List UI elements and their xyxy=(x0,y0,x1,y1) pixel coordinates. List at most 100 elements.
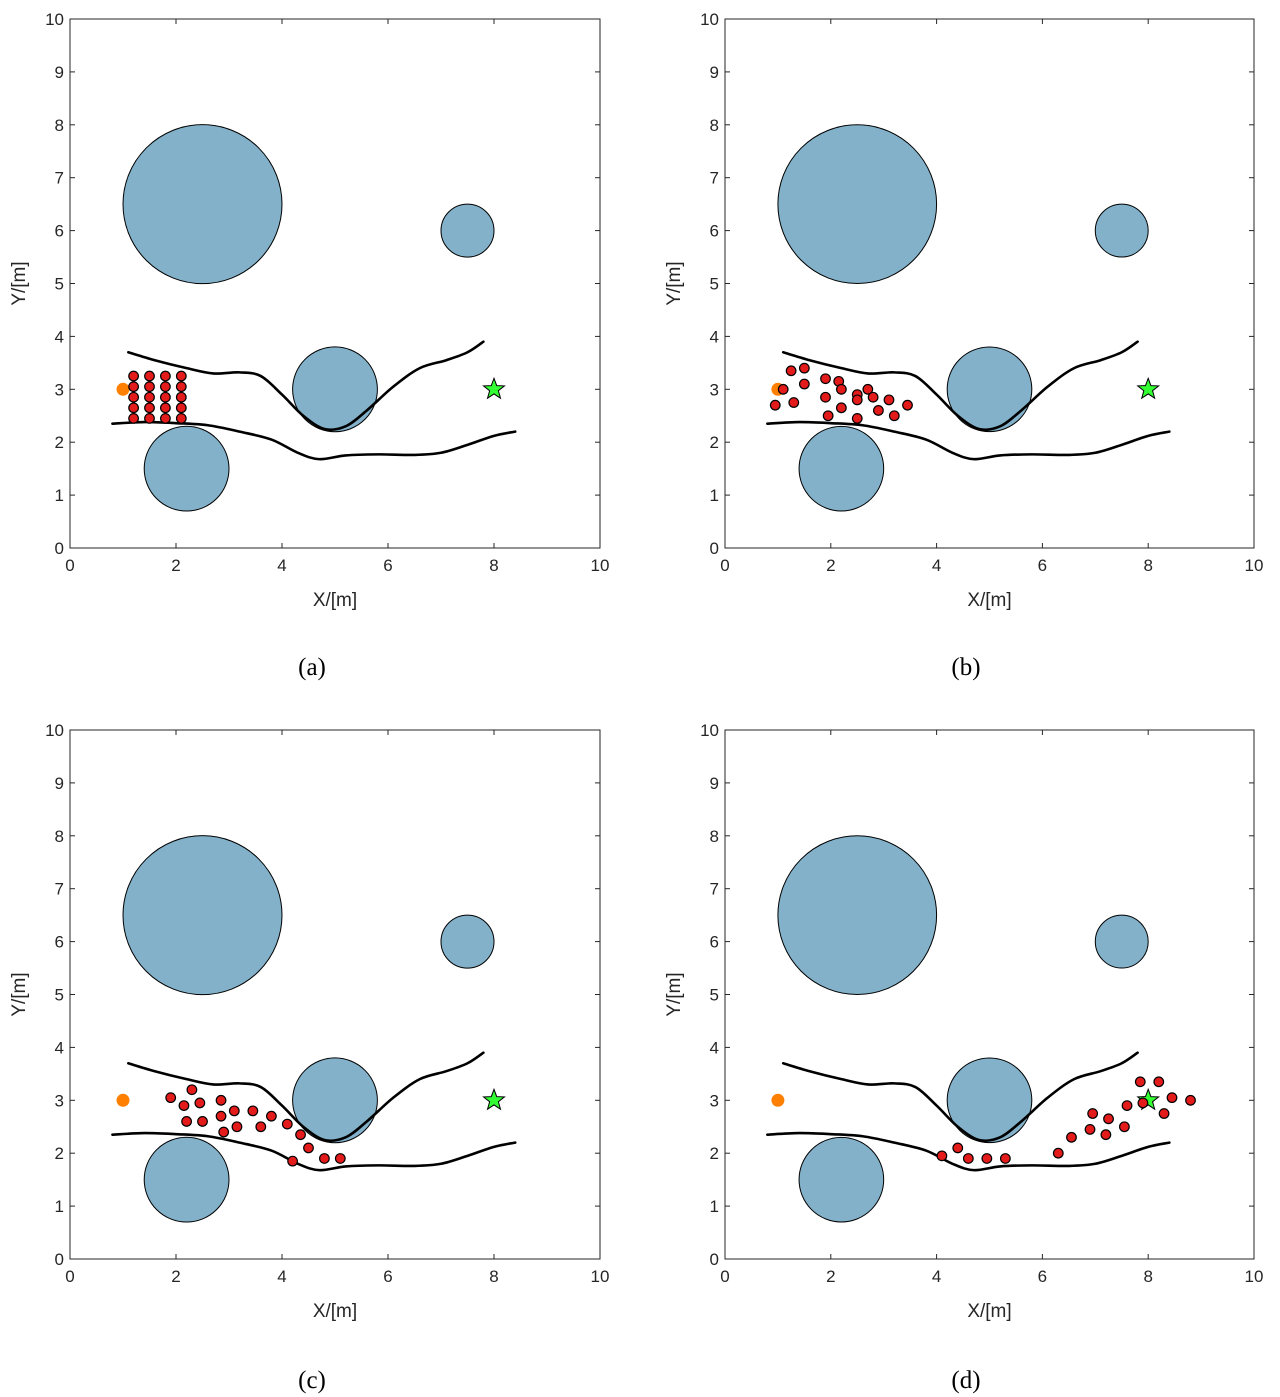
upper-boundary-line xyxy=(781,340,1139,432)
y-tick-label: 2 xyxy=(710,1144,719,1163)
robot-marker xyxy=(159,402,171,414)
robot-marker xyxy=(851,394,863,406)
obstacle-circle xyxy=(798,1136,885,1223)
x-tick-label: 6 xyxy=(383,1267,392,1286)
plot-content xyxy=(766,124,1171,512)
x-tick-label: 10 xyxy=(591,556,610,575)
panel-label-open: ( xyxy=(298,1367,306,1394)
y-tick-label: 5 xyxy=(710,275,719,294)
obstacle-circle xyxy=(143,1136,230,1223)
obstacle-circle xyxy=(777,124,938,284)
y-tick-label: 7 xyxy=(710,169,719,188)
y-tick-label: 10 xyxy=(700,10,719,29)
y-tick-label: 0 xyxy=(55,1250,64,1269)
x-axis-label: X/[m] xyxy=(313,590,357,611)
robot-marker xyxy=(883,394,895,406)
robot-marker xyxy=(777,383,789,395)
panel-label-close: ) xyxy=(318,654,326,681)
robot-marker xyxy=(128,370,140,382)
y-tick-label: 4 xyxy=(710,327,719,346)
y-tick-label: 8 xyxy=(710,116,719,135)
y-tick-label: 7 xyxy=(710,880,719,899)
robot-marker xyxy=(175,412,187,424)
robot-marker xyxy=(1153,1076,1165,1088)
robot-marker xyxy=(820,373,831,385)
panel-label-open: ( xyxy=(951,1367,959,1394)
robot-marker xyxy=(159,391,171,403)
y-tick-label: 4 xyxy=(55,1038,64,1057)
y-tick-label: 2 xyxy=(55,433,64,452)
x-tick-label: 6 xyxy=(1038,1267,1047,1286)
y-tick-label: 6 xyxy=(55,933,64,952)
robot-marker xyxy=(1084,1123,1096,1135)
y-tick-label: 8 xyxy=(55,827,64,846)
x-tick-label: 10 xyxy=(1245,1267,1264,1286)
robot-marker xyxy=(1166,1092,1178,1104)
robot-marker xyxy=(873,405,884,416)
panel-label-close: ) xyxy=(972,654,980,681)
chart-panel: 0 2 4 6 8 10 0 1 2 3 4 5 6 7 8 9 10 X/[m] Y/[m] (d) xyxy=(664,721,1263,1394)
y-tick-label: 6 xyxy=(710,933,719,952)
y-tick-label: 3 xyxy=(710,1091,719,1110)
y-tick-label: 9 xyxy=(710,63,719,82)
robot-marker xyxy=(186,1084,198,1096)
robot-marker xyxy=(1118,1121,1130,1133)
robot-marker xyxy=(798,378,810,390)
robot-marker xyxy=(178,1100,190,1111)
x-tick-label: 2 xyxy=(826,556,835,575)
robot-marker xyxy=(144,370,155,382)
lower-boundary-line xyxy=(111,1131,517,1172)
y-tick-label: 8 xyxy=(710,827,719,846)
x-axis-label: X/[m] xyxy=(967,1301,1011,1322)
x-axis-label: X/[m] xyxy=(967,590,1011,611)
x-tick-label: 0 xyxy=(65,556,74,575)
robot-marker xyxy=(255,1121,267,1133)
y-tick-label: 2 xyxy=(710,433,719,452)
x-tick-label: 6 xyxy=(383,556,392,575)
y-tick-label: 7 xyxy=(55,880,64,899)
y-tick-label: 9 xyxy=(55,774,64,793)
robot-marker xyxy=(822,410,834,422)
x-tick-label: 4 xyxy=(277,556,286,575)
chart-panel: 0 2 4 6 8 10 0 1 2 3 4 5 6 7 8 9 10 X/[m] Y/[m] (c) xyxy=(9,721,609,1394)
start-point xyxy=(116,382,130,396)
panel-label-close: ) xyxy=(318,1367,326,1394)
robot-marker xyxy=(936,1150,948,1162)
robot-marker xyxy=(788,397,800,408)
x-tick-label: 8 xyxy=(1143,1267,1152,1286)
y-tick-label: 8 xyxy=(55,116,64,135)
x-tick-label: 2 xyxy=(171,1267,180,1286)
y-axis-label: Y/[m] xyxy=(9,261,30,305)
robot-marker xyxy=(1052,1147,1064,1159)
y-tick-label: 4 xyxy=(55,327,64,346)
y-tick-label: 9 xyxy=(55,63,64,82)
robot-marker xyxy=(175,402,187,414)
obstacle-circle xyxy=(440,203,495,258)
robot-marker xyxy=(218,1126,230,1138)
robot-marker xyxy=(1134,1076,1146,1088)
y-tick-label: 5 xyxy=(55,275,64,294)
y-tick-label: 5 xyxy=(710,986,719,1005)
x-tick-label: 0 xyxy=(720,556,729,575)
robot-marker xyxy=(281,1118,293,1130)
robot-marker xyxy=(159,381,171,393)
y-tick-label: 0 xyxy=(710,1250,719,1269)
robot-marker xyxy=(867,391,879,403)
robot-marker xyxy=(247,1105,259,1117)
robot-marker xyxy=(1137,1097,1149,1109)
y-tick-label: 6 xyxy=(55,222,64,241)
robot-marker xyxy=(1066,1131,1077,1143)
goal-star xyxy=(1136,376,1161,400)
obstacle-circle xyxy=(946,346,1033,433)
panel-label-letter: d xyxy=(960,1367,973,1394)
start-point xyxy=(116,1093,130,1107)
robot-marker xyxy=(1100,1129,1112,1141)
robot-marker xyxy=(1121,1100,1133,1111)
plot-content xyxy=(111,835,517,1223)
x-tick-label: 2 xyxy=(826,1267,835,1286)
robot-marker xyxy=(1185,1094,1196,1106)
robot-marker xyxy=(303,1142,314,1154)
robot-marker xyxy=(181,1116,193,1127)
robot-marker xyxy=(215,1110,227,1122)
x-tick-label: 8 xyxy=(1143,556,1152,575)
